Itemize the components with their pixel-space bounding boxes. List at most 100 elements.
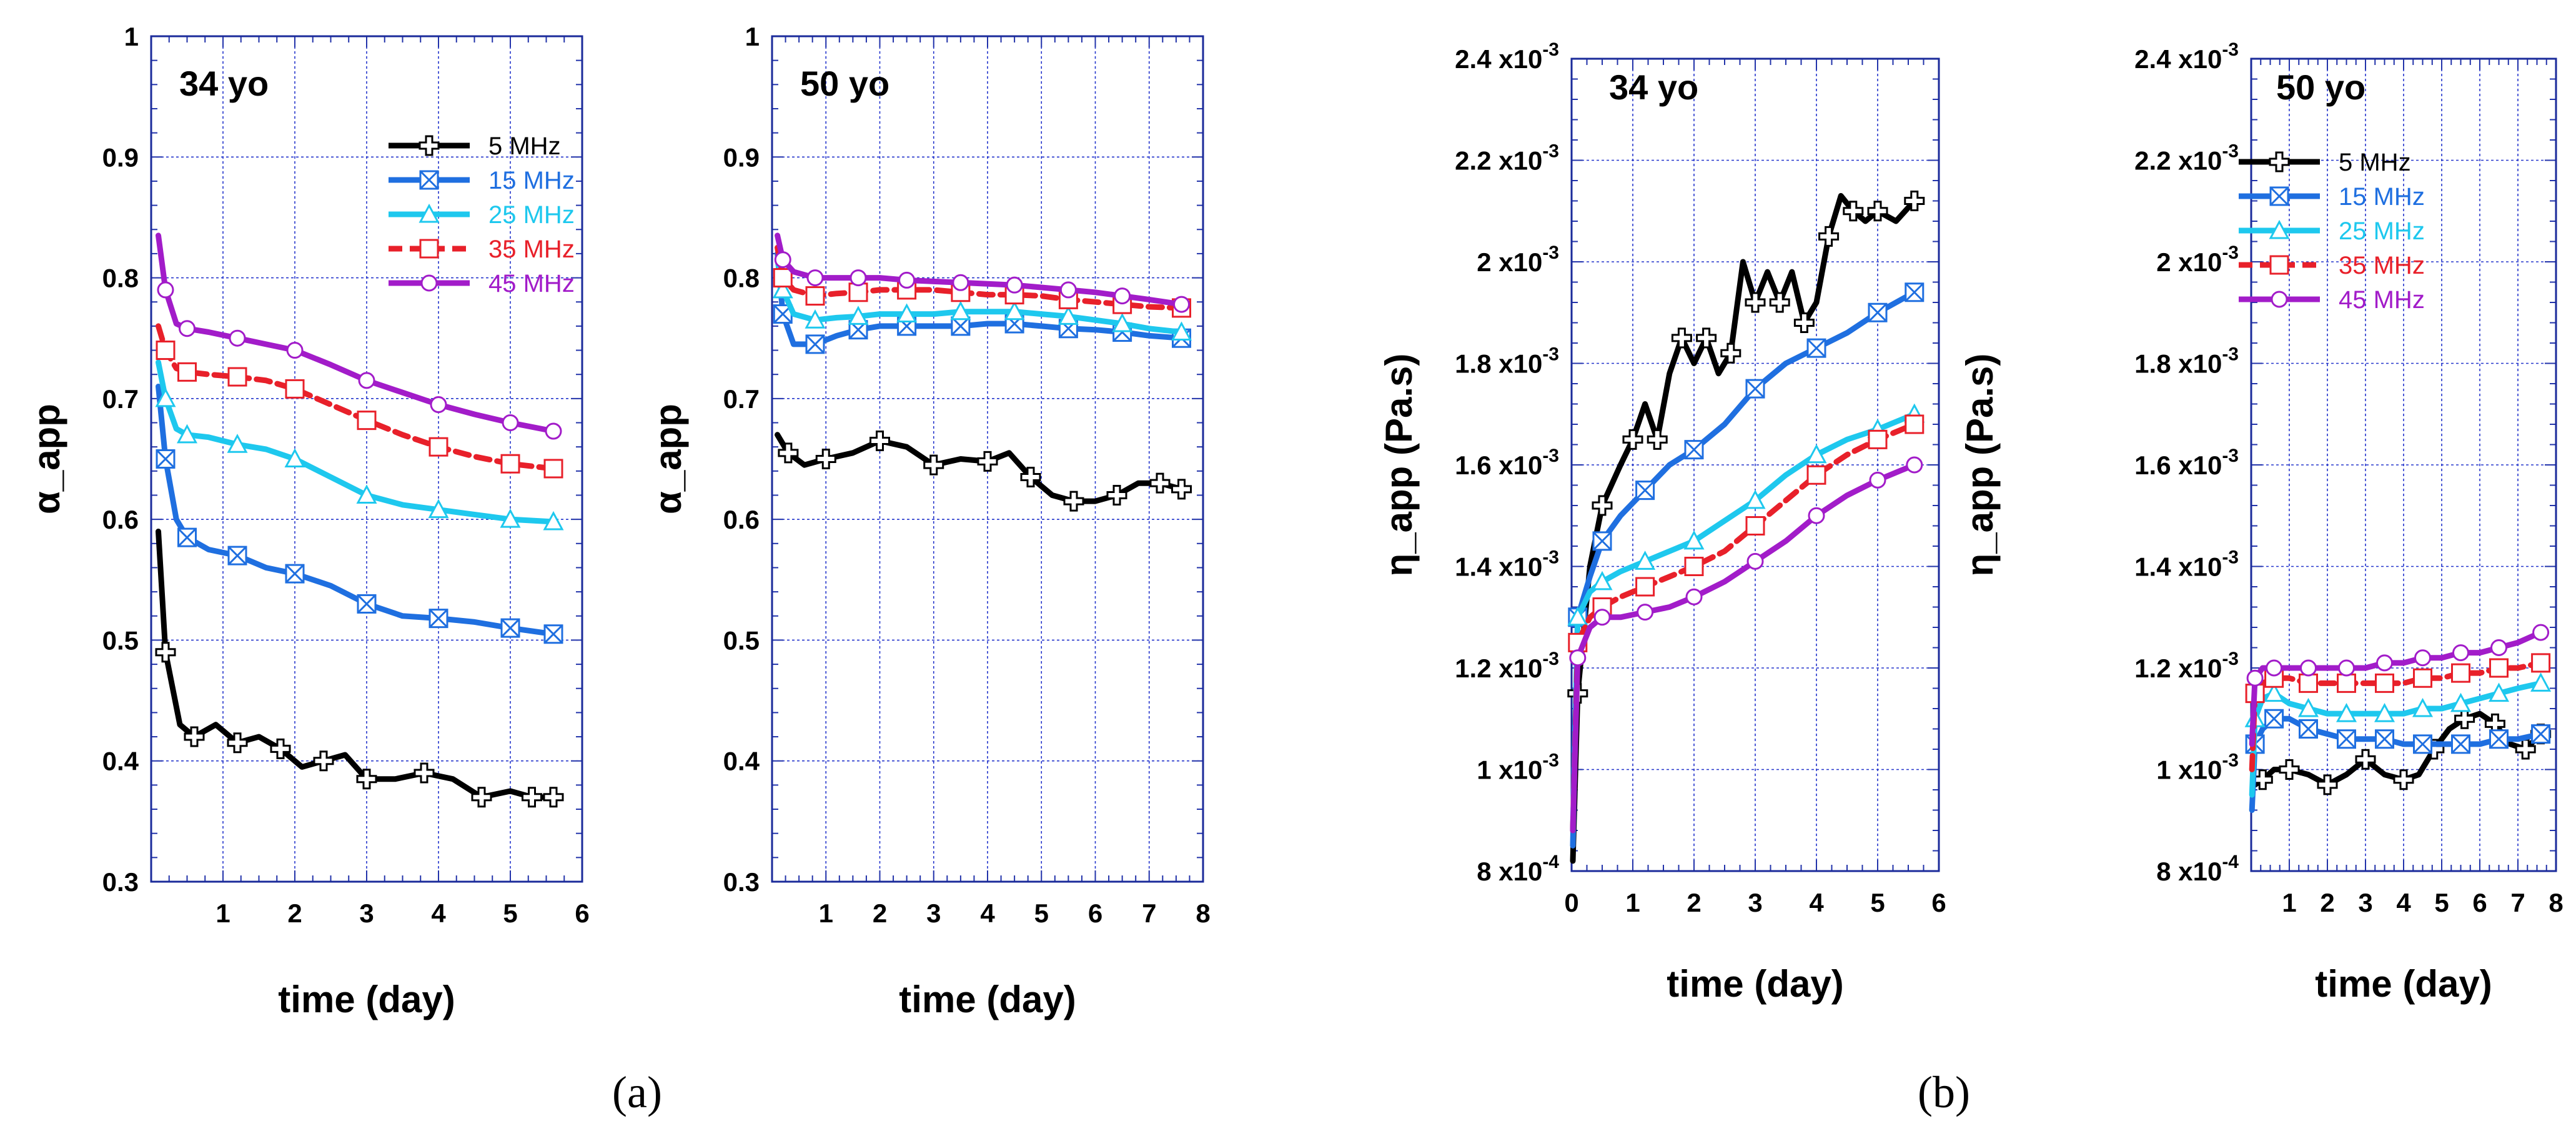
y-tick-label: 0.3	[723, 867, 760, 897]
y-tick-label-exponent: -3	[2222, 750, 2239, 771]
series-15-mhz	[2245, 709, 2551, 813]
data-point	[2317, 774, 2338, 795]
data-point	[1818, 226, 1840, 247]
data-point-cross	[2264, 709, 2284, 729]
y-tick-label-main: 0.6	[102, 505, 139, 534]
y-tick-label: 0.6	[102, 505, 139, 534]
data-point	[1112, 312, 1133, 332]
x-axis-label: time (day)	[899, 979, 1076, 1020]
legend-item: 45 MHz	[389, 270, 575, 297]
x-axis-label: time (day)	[1667, 963, 1843, 1005]
y-tick-label-main: 0.5	[723, 625, 760, 655]
data-point-cross	[1635, 481, 1655, 500]
x-tick-label: 5	[503, 899, 517, 928]
x-tick-label: 2	[287, 899, 302, 928]
data-point-cross	[951, 316, 970, 336]
data-point	[1592, 495, 1613, 516]
data-point	[176, 424, 198, 444]
data-point	[1806, 444, 1827, 464]
y-tick-label-exponent: -3	[2222, 446, 2239, 466]
data-point	[155, 642, 176, 663]
series-35-mhz	[156, 323, 563, 479]
data-point	[806, 269, 824, 287]
y-axis-label: α_app	[647, 404, 689, 514]
data-point	[1058, 306, 1079, 325]
data-point	[430, 396, 447, 414]
y-tick-label: 1 x10-3	[2156, 750, 2239, 785]
y-tick-label-main: 1.6 x10	[2134, 451, 2222, 480]
data-point	[952, 274, 969, 291]
data-point	[522, 787, 542, 808]
legend-label: 5 MHz	[488, 132, 561, 160]
data-point	[1637, 604, 1654, 621]
data-point	[774, 251, 791, 269]
caption-b: (b)	[1918, 1067, 1970, 1117]
series-15-mhz	[156, 384, 563, 644]
legend-item: 15 MHz	[2239, 183, 2425, 211]
caption-a: (a)	[612, 1067, 662, 1117]
legend-swatch-marker-cross	[419, 170, 439, 190]
chart-panel-3: 8 x10-41 x10-31.2 x10-31.4 x10-31.6 x10-…	[1378, 39, 1946, 1005]
y-tick-label: 0.4	[102, 747, 139, 776]
y-tick-label-main: 0.6	[723, 505, 760, 534]
y-tick-label-main: 2 x10	[1477, 247, 1542, 277]
x-tick-label: 3	[926, 899, 941, 928]
data-point	[1808, 507, 1825, 524]
data-point	[2531, 724, 2551, 744]
y-tick-label: 8 x10-4	[2156, 852, 2239, 886]
data-point	[805, 309, 826, 329]
y-tick-label-main: 1.4 x10	[1455, 552, 1542, 582]
y-tick-label: 2 x10-3	[2156, 242, 2239, 277]
series-45-mhz	[774, 232, 1190, 313]
data-point	[500, 618, 520, 638]
data-point	[848, 306, 869, 325]
legend-swatch-marker	[419, 135, 440, 156]
x-tick-label: 2	[873, 899, 887, 928]
y-tick-label-main: 2.4 x10	[2134, 44, 2222, 74]
legend-swatch-marker	[2269, 186, 2289, 206]
y-tick-label-main: 0.7	[102, 384, 139, 414]
data-point	[1106, 484, 1127, 506]
data-point-cross	[227, 546, 247, 566]
legend-swatch-marker	[419, 203, 440, 223]
data-point-cross	[357, 594, 377, 614]
y-tick-label: 1.4 x10-3	[2134, 547, 2239, 582]
data-point	[500, 454, 520, 474]
x-axis-label: time (day)	[2315, 963, 2492, 1005]
x-tick-label: 6	[1088, 899, 1102, 928]
y-tick-label-main: 1.2 x10	[1455, 654, 1542, 683]
y-tick-label: 0.3	[102, 867, 139, 897]
y-tick-label-main: 1.8 x10	[1455, 349, 1542, 379]
x-tick-label: 7	[1142, 899, 1156, 928]
data-point	[2375, 729, 2394, 749]
data-point	[156, 449, 176, 469]
series-line	[1570, 192, 1918, 864]
data-point	[2338, 659, 2355, 677]
x-tick-label: 8	[2549, 888, 2563, 917]
data-point	[2375, 673, 2394, 693]
series-25-mhz	[2244, 672, 2552, 798]
data-point	[1173, 296, 1190, 313]
x-tick-label: 0	[1564, 888, 1578, 917]
series-25-mhz	[155, 359, 564, 531]
data-point	[2488, 682, 2510, 702]
data-point	[1006, 276, 1023, 294]
y-tick-label-main: 1.2 x10	[2134, 654, 2222, 683]
legend: 5 MHz 15 MHz 25 MHz 35 MHz 45 MHz	[389, 132, 575, 297]
y-tick-label: 1.6 x10-3	[1455, 446, 1559, 480]
series-45-mhz	[2246, 624, 2550, 747]
legend-item: 15 MHz	[389, 167, 575, 194]
series-45-mhz	[1569, 456, 1923, 834]
plot-frame	[2250, 57, 2557, 872]
data-point	[2451, 663, 2470, 683]
y-tick-label-exponent: -3	[1542, 649, 1559, 669]
data-point	[1868, 429, 1888, 449]
data-point	[1114, 287, 1131, 305]
x-tick-label: 4	[431, 899, 446, 928]
data-point	[2412, 697, 2434, 717]
y-tick-label: 0.4	[723, 747, 760, 776]
x-tick-label: 8	[1196, 899, 1210, 928]
data-point	[356, 769, 377, 790]
data-point	[285, 379, 305, 399]
